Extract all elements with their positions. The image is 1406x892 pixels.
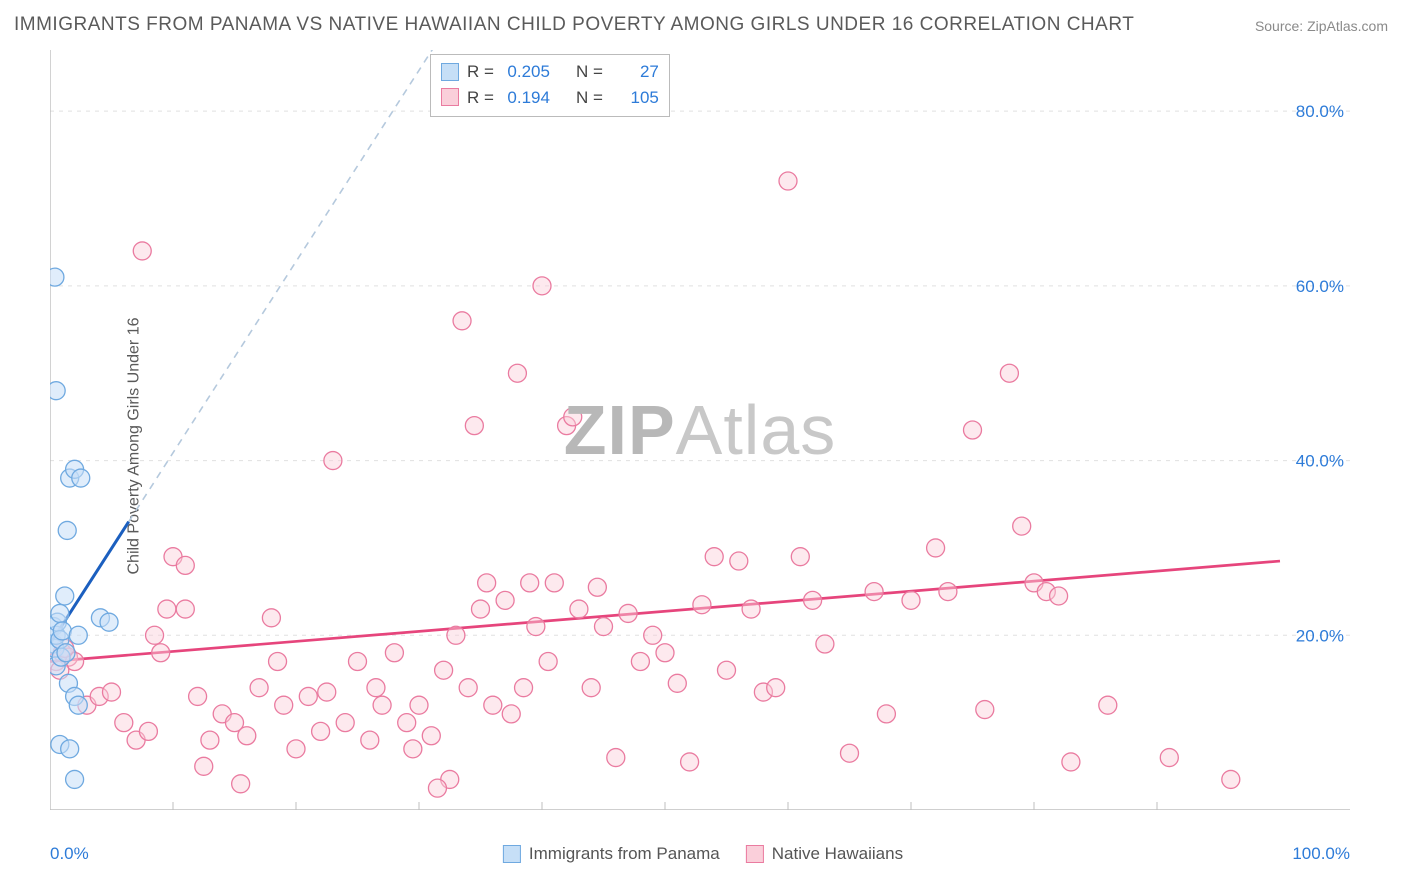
n-label: N = bbox=[576, 59, 603, 85]
n-value-hawaiians: 105 bbox=[611, 85, 659, 111]
scatter-plot-area: 20.0%40.0%60.0%80.0% ZIPAtlas bbox=[50, 50, 1350, 810]
swatch-panama bbox=[441, 63, 459, 81]
n-value-panama: 27 bbox=[611, 59, 659, 85]
r-label: R = bbox=[467, 59, 494, 85]
legend-label-panama: Immigrants from Panama bbox=[529, 844, 720, 864]
svg-text:20.0%: 20.0% bbox=[1296, 626, 1344, 645]
svg-text:60.0%: 60.0% bbox=[1296, 277, 1344, 296]
x-axis-min-label: 0.0% bbox=[50, 844, 89, 864]
chart-svg: 20.0% 40.0% 60.0% 80.0% bbox=[50, 50, 1350, 810]
correlation-stats-box: R = 0.205 N = 27 R = 0.194 N = 105 bbox=[430, 54, 670, 117]
stats-row-panama: R = 0.205 N = 27 bbox=[441, 59, 659, 85]
chart-title: IMMIGRANTS FROM PANAMA VS NATIVE HAWAIIA… bbox=[14, 14, 1134, 36]
r-label: R = bbox=[467, 85, 494, 111]
x-axis-max-label: 100.0% bbox=[1292, 844, 1350, 864]
svg-text:40.0%: 40.0% bbox=[1296, 452, 1344, 471]
swatch-panama-legend bbox=[503, 845, 521, 863]
legend-item-panama: Immigrants from Panama bbox=[503, 844, 720, 864]
swatch-hawaiians-legend bbox=[746, 845, 764, 863]
stats-row-hawaiians: R = 0.194 N = 105 bbox=[441, 85, 659, 111]
r-value-hawaiians: 0.194 bbox=[502, 85, 550, 111]
legend-label-hawaiians: Native Hawaiians bbox=[772, 844, 903, 864]
series-legend: Immigrants from Panama Native Hawaiians bbox=[503, 844, 903, 864]
r-value-panama: 0.205 bbox=[502, 59, 550, 85]
swatch-hawaiians bbox=[441, 88, 459, 106]
n-label: N = bbox=[576, 85, 603, 111]
source-attribution: Source: ZipAtlas.com bbox=[1255, 18, 1388, 34]
legend-item-hawaiians: Native Hawaiians bbox=[746, 844, 903, 864]
svg-text:80.0%: 80.0% bbox=[1296, 102, 1344, 121]
